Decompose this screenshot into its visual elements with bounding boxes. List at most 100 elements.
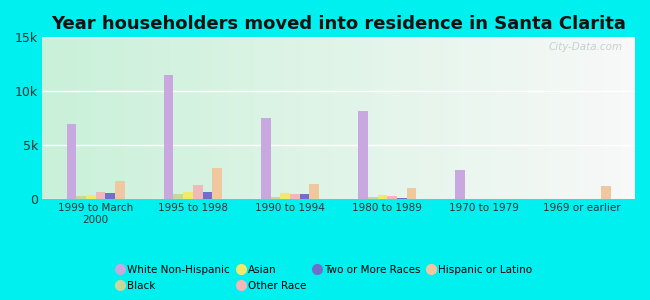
Bar [326,37,330,199]
Bar [586,37,589,199]
Bar [236,37,239,199]
Bar [357,37,359,199]
Bar [547,37,549,199]
Bar [309,184,319,199]
Bar [98,37,101,199]
Bar [573,37,577,199]
Bar [595,37,598,199]
Bar [245,37,248,199]
Bar [115,181,125,199]
Bar [471,37,474,199]
Bar [523,37,525,199]
Bar [486,37,489,199]
Bar [266,37,269,199]
Bar [96,192,105,199]
Bar [92,37,95,199]
Bar [359,37,363,199]
Bar [125,37,128,199]
Bar [252,37,254,199]
Bar [525,37,528,199]
Bar [176,37,179,199]
Bar [263,37,266,199]
Bar [131,37,134,199]
Bar [300,194,309,199]
Bar [197,37,200,199]
Bar [598,37,601,199]
Bar [158,37,161,199]
Bar [372,37,375,199]
Legend: White Non-Hispanic, Black, Asian, Other Race, Two or More Races, Hispanic or Lat: White Non-Hispanic, Black, Asian, Other … [114,261,536,295]
Bar [203,37,206,199]
Bar [378,37,381,199]
Bar [146,37,149,199]
Bar [637,37,640,199]
Bar [474,37,477,199]
Bar [528,37,532,199]
Bar [420,37,423,199]
Bar [95,37,98,199]
Bar [582,37,586,199]
Bar [516,37,519,199]
Bar [375,37,378,199]
Bar [188,37,191,199]
Bar [438,37,441,199]
Bar [532,37,534,199]
Bar [291,37,293,199]
Bar [309,37,311,199]
Bar [206,37,209,199]
Bar [601,37,604,199]
Bar [387,196,397,199]
Bar [76,196,86,199]
Bar [167,37,170,199]
Bar [616,37,619,199]
Bar [242,37,245,199]
Bar [534,37,538,199]
Bar [116,37,119,199]
Bar [483,37,486,199]
Bar [589,37,592,199]
Bar [230,37,233,199]
Bar [565,37,567,199]
Bar [128,37,131,199]
Bar [432,37,435,199]
Bar [348,37,351,199]
Bar [613,37,616,199]
Bar [499,37,501,199]
Bar [203,192,213,199]
Bar [441,37,444,199]
Bar [276,37,278,199]
Bar [112,37,116,199]
Bar [77,37,79,199]
Bar [110,37,112,199]
Bar [396,37,399,199]
Bar [257,37,261,199]
Bar [358,111,368,199]
Bar [368,197,378,199]
Bar [630,37,634,199]
Bar [465,37,468,199]
Bar [538,37,540,199]
Bar [44,37,46,199]
Bar [224,37,227,199]
Bar [49,37,53,199]
Bar [300,37,302,199]
Bar [567,37,571,199]
Bar [272,37,276,199]
Bar [455,170,465,199]
Bar [66,124,76,199]
Bar [270,196,280,199]
Bar [183,192,193,199]
Bar [592,37,595,199]
Bar [366,37,369,199]
Bar [212,37,215,199]
Bar [155,37,158,199]
Bar [248,37,252,199]
Bar [215,37,218,199]
Bar [453,37,456,199]
Bar [495,37,499,199]
Bar [185,37,188,199]
Bar [335,37,339,199]
Bar [333,37,335,199]
Bar [55,37,58,199]
Bar [558,37,562,199]
